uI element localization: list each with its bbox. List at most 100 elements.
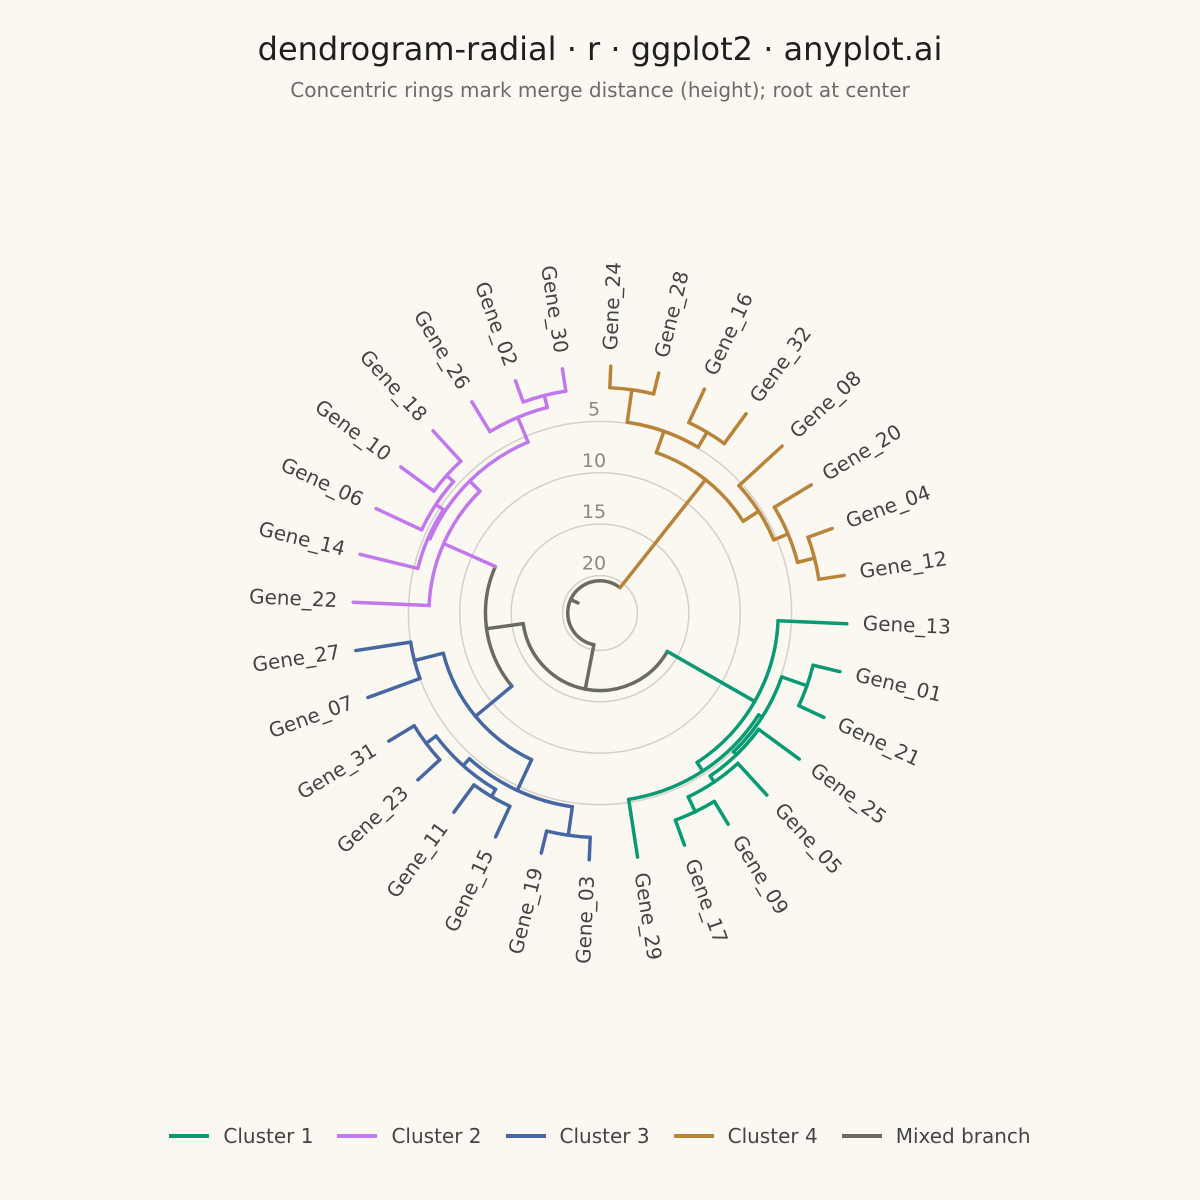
leaf-label: Gene_13 xyxy=(862,611,951,639)
branch-spoke xyxy=(695,760,705,773)
branch-spoke xyxy=(387,723,416,743)
branch-spoke xyxy=(737,444,784,488)
branch-spoke xyxy=(358,552,420,571)
leaf-label: Gene_11 xyxy=(381,817,453,902)
leaf-label: Gene_22 xyxy=(249,584,338,612)
dendrogram-branches xyxy=(351,364,849,862)
leaf-label: Gene_20 xyxy=(818,419,906,485)
branch-spoke xyxy=(484,621,525,631)
legend-swatch xyxy=(505,1134,546,1138)
legend-item-cluster-4: Cluster 4 xyxy=(673,1124,818,1148)
branch-spoke xyxy=(686,795,698,814)
leaf-label: Gene_07 xyxy=(265,690,356,743)
branch-spoke xyxy=(806,526,834,540)
branch-spoke xyxy=(493,804,512,839)
leaf-label: Gene_10 xyxy=(311,394,396,466)
leaf-label: Gene_23 xyxy=(332,781,413,858)
branch-spoke xyxy=(412,651,446,663)
leaf-label: Gene_01 xyxy=(853,662,944,706)
branch-spoke xyxy=(712,799,730,826)
branch-spoke xyxy=(542,393,550,410)
chart-title: dendrogram-radial · r · ggplot2 · anyplo… xyxy=(257,30,943,68)
height-ring xyxy=(561,574,639,652)
leaf-label: Gene_18 xyxy=(355,345,432,426)
legend-label: Cluster 2 xyxy=(391,1124,482,1148)
branch-spoke xyxy=(441,541,498,569)
leaf-label: Gene_05 xyxy=(770,798,847,879)
leaf-label: Gene_03 xyxy=(571,875,599,964)
branch-spoke xyxy=(673,818,687,847)
leaf-label: Gene_17 xyxy=(680,856,733,947)
branch-spoke xyxy=(795,556,817,565)
leaf-label: Gene_08 xyxy=(785,366,866,443)
chart-subtitle: Concentric rings mark merge distance (he… xyxy=(290,78,910,102)
leaf-label: Gene_27 xyxy=(251,640,342,677)
ring-label: 10 xyxy=(582,450,606,472)
branch-spoke xyxy=(470,400,492,434)
branch-spoke xyxy=(626,797,640,859)
branch-spoke xyxy=(539,829,549,855)
legend: Cluster 1 Cluster 2 Cluster 3 Cluster 4 … xyxy=(0,1124,1200,1148)
branch-arc xyxy=(521,621,670,693)
legend-swatch xyxy=(673,1134,714,1138)
branch-spoke xyxy=(431,429,463,463)
branch-spoke xyxy=(756,727,801,761)
legend-swatch xyxy=(337,1134,378,1138)
branch-spoke xyxy=(776,619,849,626)
branch-spoke xyxy=(779,675,809,688)
leaf-label: Gene_28 xyxy=(649,269,693,360)
branch-spoke xyxy=(424,734,438,746)
branch-spoke xyxy=(426,536,432,541)
leaf-labels: Gene_13Gene_01Gene_21Gene_25Gene_05Gene_… xyxy=(249,262,952,965)
branch-spoke xyxy=(366,676,422,700)
branch-spoke xyxy=(473,684,514,719)
leaf-label: Gene_21 xyxy=(834,712,924,771)
legend-swatch xyxy=(169,1134,210,1138)
branch-spoke xyxy=(741,509,761,524)
branch-spoke xyxy=(354,640,413,653)
legend-item-cluster-3: Cluster 3 xyxy=(505,1124,650,1148)
height-rings: 5 10 15 20 xyxy=(407,398,793,806)
leaf-label: Gene_09 xyxy=(727,831,793,919)
branch-spoke xyxy=(566,805,575,837)
height-ring xyxy=(407,420,793,806)
branch-spoke xyxy=(756,713,764,719)
leaf-label: Gene_02 xyxy=(470,278,523,369)
branch-spoke xyxy=(560,367,568,393)
branch-spoke xyxy=(461,756,472,768)
ring-label: 20 xyxy=(582,553,606,575)
branch-arc xyxy=(626,713,761,802)
branch-spoke xyxy=(583,642,596,691)
leaf-label: Gene_12 xyxy=(858,546,949,583)
branch-spoke xyxy=(513,379,525,404)
leaf-label: Gene_25 xyxy=(806,758,891,830)
branch-spoke xyxy=(817,573,846,582)
branch-spoke xyxy=(772,483,813,509)
ring-label: 15 xyxy=(582,501,606,523)
branch-spoke xyxy=(489,787,498,799)
branch-spoke xyxy=(687,387,707,425)
leaf-label: Gene_31 xyxy=(293,738,381,804)
leaf-label: Gene_19 xyxy=(503,865,547,956)
leaf-label: Gene_26 xyxy=(409,306,475,394)
branch-spoke xyxy=(416,758,442,782)
branch-spoke xyxy=(515,415,530,444)
legend-label: Mixed branch xyxy=(895,1124,1031,1148)
branch-spoke xyxy=(515,757,534,793)
branch-spoke xyxy=(452,783,476,814)
branch-spoke xyxy=(374,506,424,532)
legend-label: Cluster 3 xyxy=(559,1124,650,1148)
branch-spoke xyxy=(696,430,709,449)
branch-arc xyxy=(566,579,622,647)
ring-label: 5 xyxy=(588,398,600,420)
legend-item-cluster-1: Cluster 1 xyxy=(169,1124,313,1148)
root-stub xyxy=(568,597,580,605)
branch-spoke xyxy=(736,761,769,797)
branch-spoke xyxy=(608,364,613,390)
legend-swatch xyxy=(841,1134,882,1138)
height-ring xyxy=(510,523,690,703)
branch-spoke xyxy=(797,703,826,720)
branch-spoke xyxy=(351,600,431,608)
leaf-label: Gene_16 xyxy=(699,289,758,379)
